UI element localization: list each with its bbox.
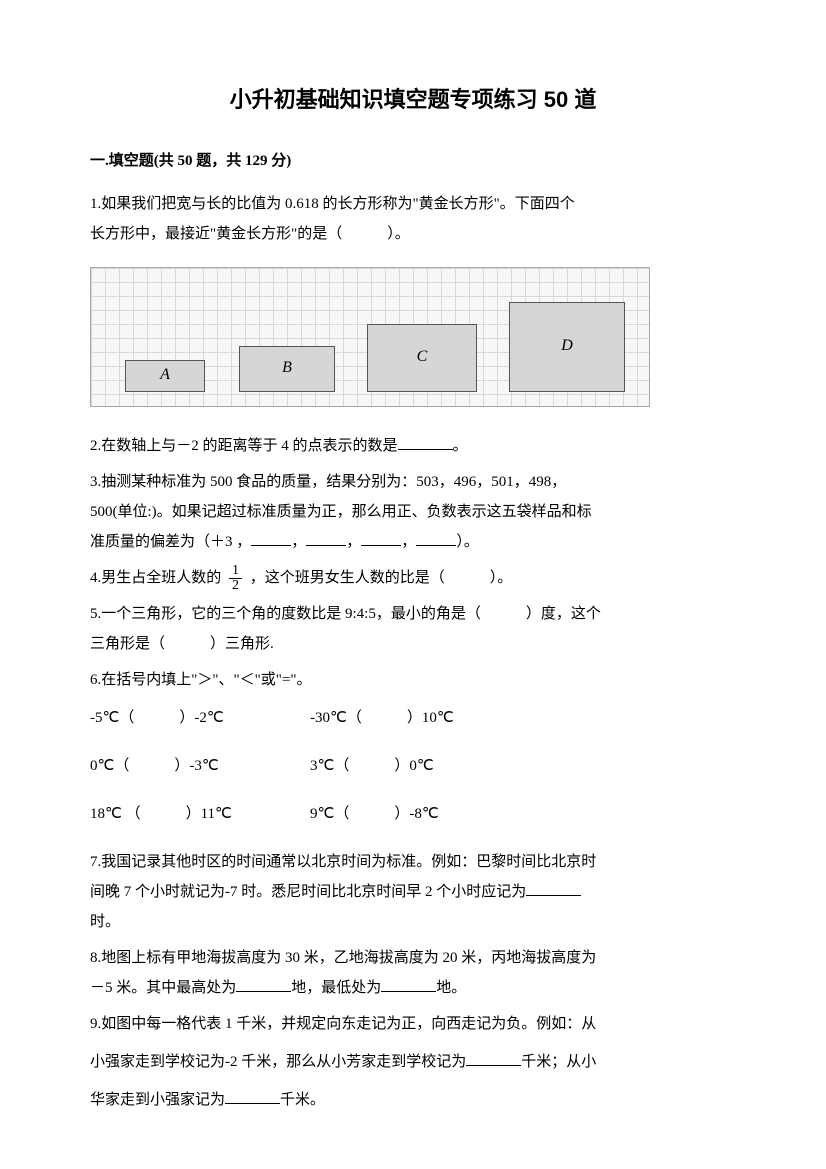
rect-a: A — [125, 360, 205, 392]
section-header: 一.填空题(共 50 题，共 129 分) — [90, 148, 736, 175]
question-6: 6.在括号内填上"＞"、"＜"或"="。 -5℃（ ）-2℃-30℃（ ）10℃… — [90, 665, 736, 829]
question-4: 4.男生占全班人数的 1 2 ，这个班男女生人数的比是（ ）。 — [90, 563, 736, 593]
rect-d: D — [509, 302, 625, 392]
q3-line2: 500(单位:)。如果记超过标准质量为正，那么用正、负数表示这五袋样品和标 — [90, 497, 736, 527]
q4-pre: 4.男生占全班人数的 — [90, 570, 221, 586]
q3-line1: 3.抽测某种标准为 500 食品的质量，结果分别为：503，496，501，49… — [90, 467, 736, 497]
blank — [236, 977, 291, 992]
q1-line2: 长方形中，最接近"黄金长方形"的是（ ）。 — [90, 219, 736, 249]
temp-item-b: -30℃（ ）10℃ — [310, 703, 530, 733]
question-7: 7.我国记录其他时区的时间通常以北京时间为标准。例如：巴黎时间比北京时 间晚 7… — [90, 847, 736, 937]
q1-line1: 1.如果我们把宽与长的比值为 0.618 的长方形称为"黄金长方形"。下面四个 — [90, 189, 736, 219]
temp-row-2: 0℃（ ）-3℃3℃（ ）0℃ — [90, 751, 736, 781]
frac-numerator: 1 — [229, 564, 242, 578]
q9-line1: 9.如图中每一格代表 1 千米，并规定向东走记为正，向西走记为负。例如：从 — [90, 1009, 736, 1039]
q6-head: 6.在括号内填上"＞"、"＜"或"="。 — [90, 665, 736, 695]
rect-c: C — [367, 324, 477, 392]
q3-line3-text: 准质量的偏差为（＋3 ， — [90, 534, 251, 550]
temp-item-b: 3℃（ ）0℃ — [310, 751, 530, 781]
temp-item-b: 9℃（ ）-8℃ — [310, 799, 530, 829]
question-9: 9.如图中每一格代表 1 千米，并规定向东走记为正，向西走记为负。例如：从 小强… — [90, 1009, 736, 1115]
temp-item-a: 0℃（ ）-3℃ — [90, 751, 310, 781]
frac-denominator: 2 — [229, 578, 242, 593]
comma: ， — [291, 534, 306, 550]
temp-item-a: 18℃ （ ）11℃ — [90, 799, 310, 829]
rect-b: B — [239, 346, 335, 392]
blank — [251, 531, 291, 546]
temp-row-1: -5℃（ ）-2℃-30℃（ ）10℃ — [90, 703, 736, 733]
q9-line2: 小强家走到学校记为-2 千米，那么从小芳家走到学校记为 千米；从小 — [90, 1047, 736, 1077]
period: 。 — [453, 438, 468, 454]
blank — [526, 881, 581, 896]
q9-line3-pre: 华家走到小强家记为 — [90, 1092, 225, 1108]
question-8: 8.地图上标有甲地海拔高度为 30 米，乙地海拔高度为 20 米，丙地海拔高度为… — [90, 943, 736, 1003]
comma: ， — [346, 534, 361, 550]
question-1: 1.如果我们把宽与长的比值为 0.618 的长方形称为"黄金长方形"。下面四个 … — [90, 189, 736, 249]
q8-line2-mid: 地，最低处为 — [291, 980, 381, 996]
question-5: 5.一个三角形，它的三个角的度数比是 9:4:5，最小的角是（ ）度，这个 三角… — [90, 599, 736, 659]
temp-row-3: 18℃ （ ）11℃9℃（ ）-8℃ — [90, 799, 736, 829]
blank — [398, 435, 453, 450]
blank — [466, 1051, 521, 1066]
blank — [306, 531, 346, 546]
q7-line1: 7.我国记录其他时区的时间通常以北京时间为标准。例如：巴黎时间比北京时 — [90, 847, 736, 877]
diagram-container: A BCD — [90, 267, 736, 407]
blank — [225, 1089, 280, 1104]
q8-line2-pre: －5 米。其中最高处为 — [90, 980, 236, 996]
blank — [361, 531, 401, 546]
q9-line2-pre: 小强家走到学校记为-2 千米，那么从小芳家走到学校记为 — [90, 1054, 466, 1070]
q9-line3: 华家走到小强家记为 千米。 — [90, 1085, 736, 1115]
q3-line3: 准质量的偏差为（＋3 ， ， ， ， ）。 — [90, 527, 736, 557]
q7-line2: 间晚 7 个小时就记为-7 时。悉尼时间比北京时间早 2 个小时应记为 — [90, 877, 736, 907]
close-paren: ）。 — [456, 534, 479, 550]
comma: ， — [401, 534, 416, 550]
rectangles-diagram: A BCD — [90, 267, 650, 407]
fraction: 1 2 — [229, 564, 242, 593]
blank — [381, 977, 436, 992]
q2-text: 2.在数轴上与－2 的距离等于 4 的点表示的数是 — [90, 438, 398, 454]
q4-post: ，这个班男女生人数的比是（ ）。 — [250, 570, 513, 586]
q7-line2-text: 间晚 7 个小时就记为-7 时。悉尼时间比北京时间早 2 个小时应记为 — [90, 884, 526, 900]
q8-line2-post: 地。 — [436, 980, 466, 996]
q8-line2: －5 米。其中最高处为 地，最低处为 地。 — [90, 973, 736, 1003]
q8-line1: 8.地图上标有甲地海拔高度为 30 米，乙地海拔高度为 20 米，丙地海拔高度为 — [90, 943, 736, 973]
page-title: 小升初基础知识填空题专项练习 50 道 — [90, 80, 736, 120]
temp-item-a: -5℃（ ）-2℃ — [90, 703, 310, 733]
question-3: 3.抽测某种标准为 500 食品的质量，结果分别为：503，496，501，49… — [90, 467, 736, 557]
q9-line2-post: 千米；从小 — [521, 1054, 596, 1070]
q5-line2: 三角形是（ ）三角形. — [90, 629, 736, 659]
q7-line3: 时。 — [90, 907, 736, 937]
blank — [416, 531, 456, 546]
q9-line3-post: 千米。 — [280, 1092, 325, 1108]
question-2: 2.在数轴上与－2 的距离等于 4 的点表示的数是 。 — [90, 431, 736, 461]
q5-line1: 5.一个三角形，它的三个角的度数比是 9:4:5，最小的角是（ ）度，这个 — [90, 599, 736, 629]
